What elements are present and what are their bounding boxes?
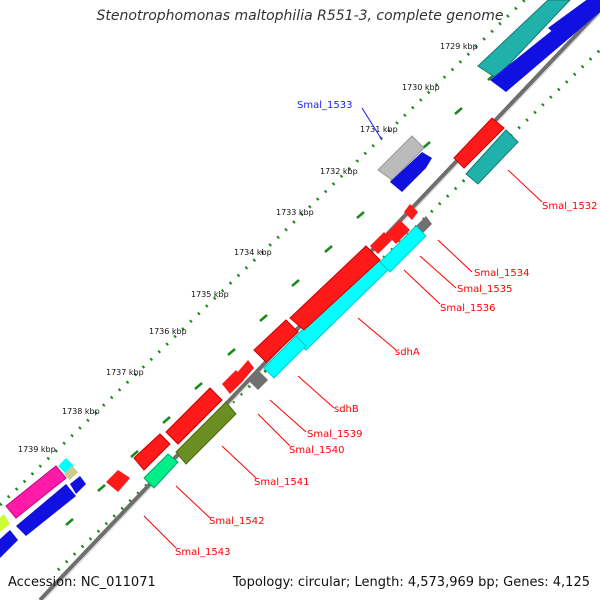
gene-smal-1535 — [370, 232, 392, 254]
gene-tan-small — [64, 466, 78, 480]
map-title: Stenotrophomonas maltophilia R551-3, com… — [96, 8, 504, 24]
tick-mark — [454, 107, 463, 115]
gene-lime-edge — [0, 514, 10, 532]
gene-smal-1535-red — [386, 220, 410, 244]
gene-smal-1539 — [248, 370, 268, 390]
gene-label-smal-1533: Smal_1533 — [297, 100, 352, 111]
gene-label-sdha: sdhA — [395, 347, 420, 358]
leader-line — [297, 375, 335, 409]
tick-label: 1734 kbp — [234, 248, 272, 257]
gene-label-smal-1542: Smal_1542 — [209, 516, 264, 527]
gene-red-mid — [253, 319, 299, 363]
gene-blue-bottom — [16, 484, 76, 536]
tick-label: 1732 kbp — [320, 167, 358, 176]
leader-line — [437, 239, 473, 273]
gene-label-smal-1532: Smal_1532 — [542, 201, 597, 212]
tick-label: 1739 kbp — [18, 445, 56, 454]
tick-label: 1733 kbp — [276, 208, 314, 217]
gene-smal-1540 — [222, 370, 244, 394]
gene-cds-blue-top-2 — [548, 0, 600, 38]
gene-label-smal-1540: Smal_1540 — [289, 445, 344, 456]
gene-label-smal-1541: Smal_1541 — [254, 477, 309, 488]
leader-line — [403, 269, 441, 305]
tick-mark — [291, 279, 300, 287]
gene-smal-1532 — [453, 117, 505, 169]
gene-blue-forward — [390, 152, 432, 192]
tick-mark — [259, 314, 268, 322]
tick-label: 1735 kbp — [191, 290, 229, 299]
gene-red-small-a — [404, 204, 418, 220]
leader-line — [221, 445, 257, 479]
tick-mark — [227, 348, 236, 356]
tick-label: 1730 kbp — [402, 83, 440, 92]
gene-smal-1543 — [106, 470, 130, 492]
leader-line — [361, 107, 383, 141]
gene-smal-1541 — [175, 401, 237, 465]
gene-label-sdhb: sdhB — [334, 404, 359, 415]
tick-label: 1737 kbp — [106, 368, 144, 377]
gene-red-long-lower — [165, 387, 223, 445]
gene-label-smal-1536: Smal_1536 — [440, 303, 495, 314]
tick-mark — [65, 518, 74, 526]
gene-magenta — [5, 465, 67, 519]
leader-line — [357, 317, 397, 351]
leader-line — [175, 485, 211, 519]
gene-smal-1533 — [377, 135, 425, 181]
gene-blue-edge — [0, 530, 18, 558]
tick-label: 1731 kbp — [360, 125, 398, 134]
gene-cds-teal-top — [477, 0, 571, 79]
leader-line — [143, 515, 177, 549]
gene-red-lower-b — [133, 433, 171, 471]
tick-mark — [422, 141, 431, 149]
tick-mark — [356, 211, 365, 219]
gene-label-smal-1539: Smal_1539 — [307, 429, 362, 440]
tick-marks — [65, 39, 528, 526]
gene-label-smal-1535: Smal_1535 — [457, 284, 512, 295]
tick-mark — [130, 450, 139, 458]
gene-teal-right — [465, 129, 519, 185]
gene-label-smal-1534: Smal_1534 — [474, 268, 529, 279]
tick-mark — [324, 245, 333, 253]
leader-line — [257, 413, 291, 447]
leader-line — [269, 399, 307, 433]
tick-label: 1736 kbp — [149, 327, 187, 336]
gene-label-smal-1543: Smal_1543 — [175, 547, 230, 558]
tick-mark — [194, 382, 203, 390]
gene-blue-small-arrow — [70, 476, 86, 494]
tick-label: 1729 kbp — [440, 42, 478, 51]
gene-sdhb — [263, 335, 307, 379]
tick-mark — [97, 484, 106, 492]
accession-label: Accession: NC_011071 — [8, 575, 156, 590]
leader-line — [507, 169, 543, 203]
tick-label: 1738 kbp — [62, 407, 100, 416]
genome-summary: Topology: circular; Length: 4,573,969 bp… — [232, 575, 590, 590]
gene-smal-1542 — [143, 453, 179, 489]
gene-red-long-upper — [289, 245, 381, 331]
leader-line — [419, 255, 457, 289]
tick-mark — [162, 416, 171, 424]
